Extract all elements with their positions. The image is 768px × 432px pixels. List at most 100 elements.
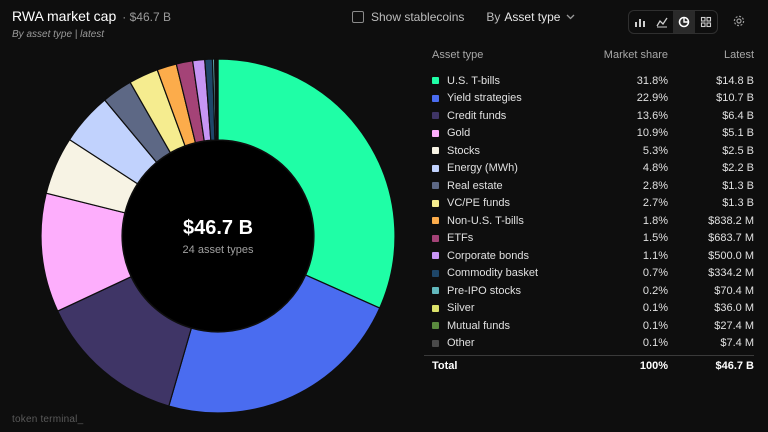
title-row: RWA market cap · $46.7 B xyxy=(12,8,171,24)
row-latest-stocks: $2.5 B xyxy=(722,144,754,157)
row-market-share-u-s-t-bills: 31.8% xyxy=(636,74,668,87)
table-row[interactable]: Silver 0.1% $36.0 M xyxy=(424,300,754,318)
legend-swatch-energy-mwh xyxy=(432,164,439,172)
row-asset-type: Non-U.S. T-bills xyxy=(424,215,558,227)
row-asset-type: Energy (MWh) xyxy=(424,162,558,174)
show-stablecoins-checkbox[interactable] xyxy=(352,11,364,23)
legend-swatch-gold xyxy=(432,129,439,137)
table-row[interactable]: Real estate 2.8% $1.3 B xyxy=(424,177,754,195)
legend-label-mutual-funds: Mutual funds xyxy=(447,319,510,332)
total-latest: $46.7 B xyxy=(715,360,754,372)
row-asset-type: Credit funds xyxy=(424,110,558,122)
legend-swatch-commodity-basket xyxy=(432,269,439,277)
line-chart-icon xyxy=(656,17,668,28)
table-row[interactable]: Mutual funds 0.1% $27.4 M xyxy=(424,317,754,335)
table-row[interactable]: Energy (MWh) 4.8% $2.2 B xyxy=(424,160,754,178)
donut-slice-yield-strategies[interactable] xyxy=(168,274,381,414)
bar-chart-button[interactable] xyxy=(629,11,651,33)
row-asset-type: Mutual funds xyxy=(424,320,558,332)
group-by-label: By xyxy=(486,10,501,24)
table-row[interactable]: Credit funds 13.6% $6.4 B xyxy=(424,107,754,125)
show-stablecoins-label[interactable]: Show stablecoins xyxy=(371,10,465,24)
header-market-share[interactable]: Market share xyxy=(603,49,668,61)
donut-chart-button[interactable] xyxy=(673,11,695,33)
legend-swatch-non-u-s-t-bills xyxy=(432,217,439,225)
row-market-share-mutual-funds: 0.1% xyxy=(642,319,668,332)
row-latest-pre-ipo-stocks: $70.4 M xyxy=(714,284,754,297)
settings-icon xyxy=(733,15,745,27)
row-market-share-gold: 10.9% xyxy=(636,127,668,140)
row-market-share-etfs: 1.5% xyxy=(642,232,668,245)
table-row[interactable]: Gold 10.9% $5.1 B xyxy=(424,125,754,143)
table-row[interactable]: Non-U.S. T-bills 1.8% $838.2 M xyxy=(424,212,754,230)
donut-chart-icon xyxy=(678,16,690,28)
row-market-share-other: 0.1% xyxy=(642,337,668,350)
row-asset-type: Yield strategies xyxy=(424,92,558,104)
row-latest-vc-pe-funds: $1.3 B xyxy=(722,197,754,210)
legend-label-vc-pe-funds: VC/PE funds xyxy=(447,197,510,210)
chart-controls: Show stablecoins By Asset type xyxy=(352,10,575,24)
donut-slice-u-s-t-bills[interactable] xyxy=(217,58,396,309)
table-row[interactable]: U.S. T-bills 31.8% $14.8 B xyxy=(424,72,754,90)
row-market-share-commodity-basket: 0.7% xyxy=(642,267,668,280)
row-asset-type: Stocks xyxy=(424,145,558,157)
total-share: 100% xyxy=(639,360,668,372)
row-latest-u-s-t-bills: $14.8 B xyxy=(716,74,754,87)
chart-subtitle: By asset type | latest xyxy=(12,29,105,40)
row-asset-type: Corporate bonds xyxy=(424,250,558,262)
legend-label-u-s-t-bills: U.S. T-bills xyxy=(447,74,500,87)
legend-swatch-pre-ipo-stocks xyxy=(432,287,439,295)
table-total-row: Total 100% $46.7 B xyxy=(424,355,754,376)
legend-swatch-etfs xyxy=(432,234,439,242)
row-latest-commodity-basket: $334.2 M xyxy=(708,267,754,280)
row-latest-mutual-funds: $27.4 M xyxy=(714,319,754,332)
legend-label-gold: Gold xyxy=(447,127,471,140)
table-row[interactable]: VC/PE funds 2.7% $1.3 B xyxy=(424,195,754,213)
donut-chart: $46.7 B 24 asset types xyxy=(40,58,396,414)
legend-swatch-credit-funds xyxy=(432,112,439,120)
row-market-share-yield-strategies: 22.9% xyxy=(636,92,668,105)
legend-label-yield-strategies: Yield strategies xyxy=(447,92,522,105)
table-row[interactable]: Yield strategies 22.9% $10.7 B xyxy=(424,90,754,108)
row-asset-type: VC/PE funds xyxy=(424,197,558,209)
header-latest[interactable]: Latest xyxy=(724,49,754,61)
grid-icon xyxy=(700,16,712,28)
table-row[interactable]: Corporate bonds 1.1% $500.0 M xyxy=(424,247,754,265)
table-header: Asset type Market share Latest xyxy=(424,47,754,63)
group-by-dropdown[interactable]: By Asset type xyxy=(486,10,575,24)
grid-button[interactable] xyxy=(695,11,717,33)
header-asset-type[interactable]: Asset type xyxy=(432,49,484,61)
legend-label-energy-mwh: Energy (MWh) xyxy=(447,162,518,175)
settings-button[interactable] xyxy=(728,10,750,32)
row-latest-non-u-s-t-bills: $838.2 M xyxy=(708,214,754,227)
row-latest-yield-strategies: $10.7 B xyxy=(716,92,754,105)
legend-swatch-vc-pe-funds xyxy=(432,199,439,207)
donut-hole xyxy=(123,141,313,331)
chart-type-toolbar xyxy=(628,10,718,34)
line-chart-button[interactable] xyxy=(651,11,673,33)
row-latest-gold: $5.1 B xyxy=(722,127,754,140)
donut-slice-other[interactable] xyxy=(216,58,219,141)
table-row[interactable]: Other 0.1% $7.4 M xyxy=(424,335,754,353)
table-row[interactable]: Commodity basket 0.7% $334.2 M xyxy=(424,265,754,283)
table-row[interactable]: ETFs 1.5% $683.7 M xyxy=(424,230,754,248)
donut-svg xyxy=(40,58,396,414)
row-asset-type: Gold xyxy=(424,127,558,139)
row-market-share-credit-funds: 13.6% xyxy=(636,109,668,122)
legend-label-commodity-basket: Commodity basket xyxy=(447,267,539,280)
row-latest-energy-mwh: $2.2 B xyxy=(722,162,754,175)
row-market-share-pre-ipo-stocks: 0.2% xyxy=(642,284,668,297)
group-by-value: Asset type xyxy=(504,10,561,24)
header: RWA market cap · $46.7 B By asset type |… xyxy=(12,8,171,40)
legend-swatch-mutual-funds xyxy=(432,322,439,330)
legend-swatch-other xyxy=(432,339,439,347)
legend-swatch-silver xyxy=(432,304,439,312)
chevron-down-icon xyxy=(566,12,575,23)
bar-chart-icon xyxy=(635,19,645,27)
row-market-share-corporate-bonds: 1.1% xyxy=(642,249,668,262)
table-row[interactable]: Pre-IPO stocks 0.2% $70.4 M xyxy=(424,282,754,300)
legend-label-non-u-s-t-bills: Non-U.S. T-bills xyxy=(447,214,524,227)
table-row[interactable]: Stocks 5.3% $2.5 B xyxy=(424,142,754,160)
legend-label-stocks: Stocks xyxy=(447,144,481,157)
row-asset-type: Pre-IPO stocks xyxy=(424,285,558,297)
